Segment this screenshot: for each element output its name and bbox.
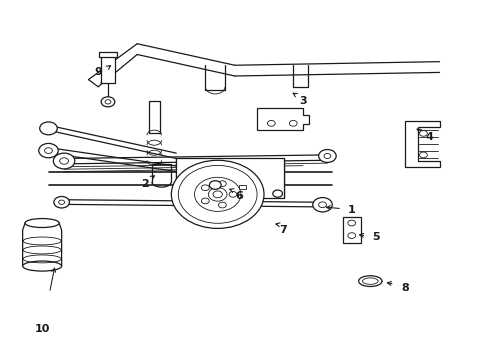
- Polygon shape: [405, 121, 439, 167]
- Circle shape: [209, 181, 221, 189]
- Text: 10: 10: [34, 324, 50, 334]
- Polygon shape: [22, 223, 61, 266]
- Bar: [99, 52, 117, 57]
- Bar: [342, 217, 360, 243]
- Polygon shape: [176, 158, 283, 198]
- Text: 6: 6: [235, 191, 243, 201]
- Circle shape: [218, 181, 226, 186]
- Circle shape: [201, 185, 209, 190]
- Circle shape: [40, 122, 57, 135]
- Circle shape: [171, 160, 264, 228]
- Text: 9: 9: [94, 67, 102, 77]
- Text: 8: 8: [401, 283, 408, 293]
- Polygon shape: [256, 108, 308, 130]
- Circle shape: [53, 153, 75, 169]
- Circle shape: [272, 190, 282, 197]
- Circle shape: [218, 202, 226, 208]
- Text: 1: 1: [347, 206, 355, 216]
- Bar: [238, 185, 246, 189]
- Text: 3: 3: [299, 96, 306, 106]
- Text: 4: 4: [425, 132, 433, 142]
- Text: 5: 5: [371, 232, 379, 242]
- Ellipse shape: [358, 276, 381, 287]
- Circle shape: [208, 188, 226, 201]
- Text: 7: 7: [279, 225, 287, 235]
- Circle shape: [318, 149, 335, 162]
- Circle shape: [312, 198, 331, 212]
- Ellipse shape: [25, 219, 59, 228]
- Bar: [101, 56, 115, 83]
- Ellipse shape: [22, 261, 61, 271]
- Circle shape: [39, 143, 58, 158]
- Circle shape: [201, 198, 209, 204]
- Text: 2: 2: [141, 179, 148, 189]
- Circle shape: [101, 97, 115, 107]
- Circle shape: [54, 197, 69, 208]
- Circle shape: [228, 192, 236, 197]
